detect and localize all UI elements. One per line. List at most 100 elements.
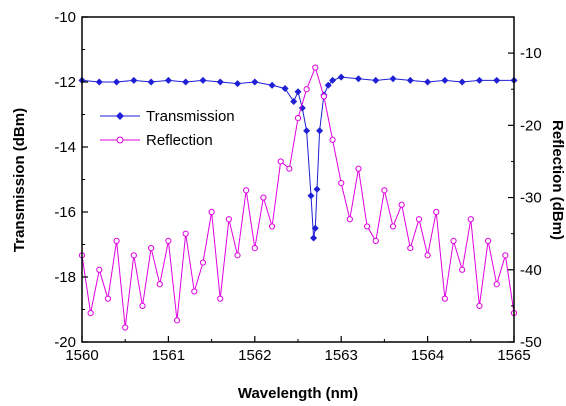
reflection-point	[268, 223, 276, 230]
reflection-point	[355, 165, 362, 172]
reflection-point	[148, 245, 155, 252]
transmission-point	[458, 78, 466, 86]
reflection-point	[113, 237, 120, 244]
reflection-point	[165, 237, 172, 244]
y-left-tick-label-2: -14	[54, 139, 76, 156]
reflection-point	[450, 237, 457, 244]
reflection-point	[87, 310, 94, 317]
reflection-point	[130, 252, 137, 259]
y-left-tick-label-4: -18	[54, 269, 76, 286]
transmission-point	[316, 127, 324, 135]
reflection-point	[104, 295, 112, 302]
transmission-point	[329, 76, 337, 84]
reflection-point	[415, 216, 423, 223]
reflection-point	[338, 180, 345, 187]
y-right-tick-label-4: -50	[520, 334, 542, 351]
reflection-point	[329, 136, 336, 143]
legend: Transmission Reflection	[100, 108, 235, 149]
transmission-point	[311, 224, 319, 232]
transmission-point	[164, 76, 172, 84]
reflection-point	[225, 216, 232, 223]
reflection-point	[182, 230, 189, 237]
transmission-point	[441, 76, 449, 84]
transmission-point	[406, 76, 414, 84]
reflection-point	[122, 324, 129, 331]
reflection-point	[286, 165, 293, 172]
y-right-tick-label-2: -30	[520, 190, 542, 207]
reflection-point	[96, 266, 103, 273]
transmission-point	[234, 80, 242, 88]
transmission-point	[493, 76, 501, 84]
reflection-point	[372, 237, 379, 244]
legend-reflection-label: Reflection	[146, 132, 213, 149]
y-left-tick-label-3: -16	[54, 204, 76, 221]
reflection-point	[277, 158, 284, 165]
transmission-point	[199, 76, 207, 84]
transmission-point	[130, 76, 138, 84]
reflection-point	[493, 281, 500, 288]
transmission-point	[372, 76, 380, 84]
reflection-point	[502, 252, 509, 259]
transmission-point	[95, 78, 103, 86]
transmission-point	[475, 76, 483, 84]
y-axis-left-title: Transmission (dBm)	[11, 108, 28, 252]
reflection-point	[208, 208, 215, 216]
reflection-point	[459, 266, 466, 273]
transmission-point	[281, 85, 289, 92]
reflection-point	[303, 86, 310, 93]
transmission-point	[389, 75, 397, 83]
x-tick-label-4: 1564	[411, 347, 444, 364]
reflection-point	[217, 295, 224, 302]
transmission-point	[303, 127, 311, 135]
reflection-point	[389, 223, 397, 230]
transmission-point	[251, 78, 259, 86]
legend-reflection-marker	[116, 136, 124, 144]
y-axis-right-title: Reflection (dBm)	[549, 120, 566, 240]
reflection-point	[312, 64, 319, 71]
reflection-point	[441, 295, 448, 302]
transmission-point	[294, 88, 302, 96]
reflection-point	[156, 281, 163, 288]
transmission-point	[216, 78, 224, 86]
ticks-layer: 1560 1561 1562 1563 1564 1565 -10 -12 -14 -16 -18 -…	[54, 9, 541, 364]
x-tick-label-1: 1561	[152, 347, 185, 364]
transmission-point	[313, 185, 321, 193]
reflection-point	[199, 259, 207, 266]
legend-transmission-marker	[116, 112, 124, 120]
reflection-point	[320, 93, 328, 100]
reflection-point	[234, 252, 241, 259]
transmission-point	[113, 78, 121, 86]
reflection-point	[346, 216, 353, 223]
transmission-point	[290, 98, 298, 105]
x-tick-label-3: 1563	[325, 347, 358, 364]
series-line-transmission	[81, 76, 514, 239]
reflection-point	[294, 115, 302, 122]
x-axis-title: Wavelength (nm)	[238, 385, 358, 402]
x-tick-label-0: 1560	[65, 347, 98, 364]
reflection-point	[424, 252, 431, 259]
legend-transmission-label: Transmission	[146, 108, 235, 125]
y-right-tick-label-1: -20	[520, 117, 542, 134]
reflection-point	[260, 194, 267, 201]
reflection-point	[407, 245, 414, 252]
reflection-point	[398, 201, 405, 208]
series-line-reflection	[81, 66, 515, 328]
y-right-tick-label-0: -10	[520, 45, 542, 62]
reflection-point	[139, 302, 146, 309]
reflection-point	[243, 187, 250, 194]
reflection-point	[364, 223, 371, 230]
transmission-point	[182, 78, 190, 86]
reflection-point	[191, 288, 198, 295]
transmission-point	[147, 78, 155, 86]
reflection-point	[484, 237, 492, 244]
y-right-tick-label-3: -40	[520, 262, 542, 279]
reflection-point	[173, 317, 181, 324]
x-tick-label-2: 1562	[238, 347, 271, 364]
transmission-point	[310, 234, 318, 242]
reflection-point	[476, 302, 483, 309]
y-left-tick-label-5: -20	[54, 334, 76, 351]
reflection-point	[433, 208, 440, 216]
y-left-tick-label-1: -12	[54, 74, 76, 91]
reflection-point	[381, 187, 388, 194]
